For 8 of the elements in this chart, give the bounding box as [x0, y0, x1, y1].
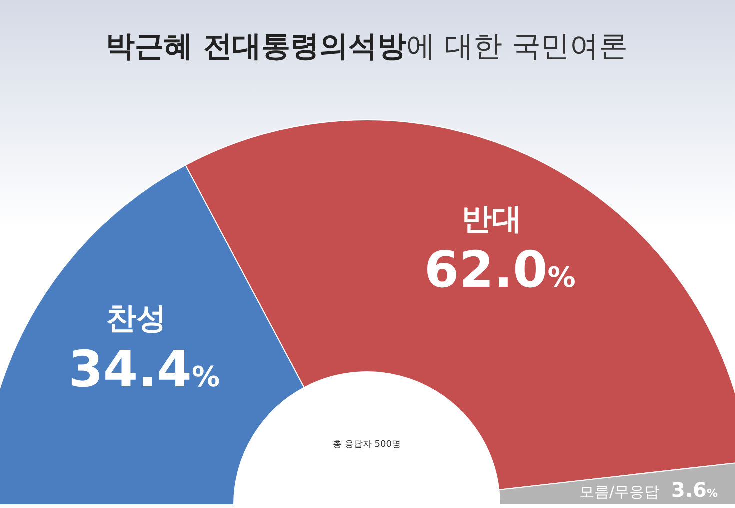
data-label: 62.0% [424, 240, 576, 299]
data-label: 34.4% [68, 340, 220, 399]
title: 박근혜 전대통령의석방에 대한 국민여론 [106, 29, 628, 63]
data-label: 3.6% [672, 478, 718, 502]
slice-label: 반대 [462, 202, 522, 237]
text: 총 응답자 500명 [333, 440, 401, 450]
slice-label: 모름/무응답 [579, 483, 660, 501]
slice-label: 찬성 [106, 302, 166, 337]
